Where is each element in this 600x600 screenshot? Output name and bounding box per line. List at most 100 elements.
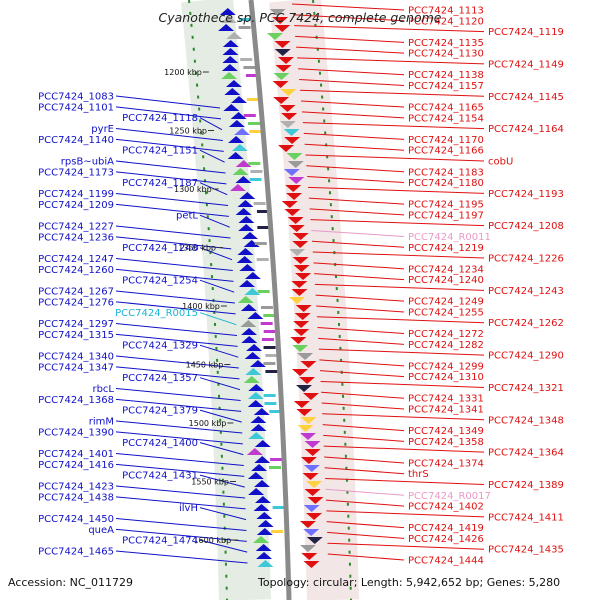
feature-block[interactable] — [263, 394, 276, 397]
reverse-gene-arrow[interactable] — [255, 544, 272, 551]
feature-block[interactable] — [238, 26, 251, 29]
forward-gene-arrow[interactable] — [284, 137, 301, 144]
reverse-gene-arrow[interactable] — [230, 96, 247, 103]
reverse-gene-arrow[interactable] — [246, 448, 263, 455]
reverse-gene-arrow[interactable] — [244, 352, 261, 359]
feature-block[interactable] — [270, 530, 283, 533]
forward-gene-arrow[interactable] — [303, 465, 320, 472]
gene-label-right[interactable]: PCC7424_1331 — [408, 394, 484, 405]
forward-gene-arrow[interactable] — [274, 25, 291, 32]
forward-gene-arrow[interactable] — [307, 497, 324, 504]
gene-label-left[interactable]: PCC7424_1329 — [122, 341, 198, 352]
forward-gene-arrow[interactable] — [288, 225, 305, 232]
forward-gene-arrow[interactable] — [293, 401, 310, 408]
forward-gene-arrow[interactable] — [301, 553, 318, 560]
forward-gene-arrow[interactable] — [275, 65, 292, 72]
gene-label-right[interactable]: PCC7424_1219 — [408, 243, 484, 254]
forward-gene-arrow[interactable] — [273, 97, 290, 104]
gene-label-right[interactable]: PCC7424_1348 — [488, 415, 564, 426]
gene-label-right[interactable]: cobU — [488, 156, 513, 167]
reverse-gene-arrow[interactable] — [254, 440, 271, 447]
reverse-gene-arrow[interactable] — [238, 280, 255, 287]
gene-label-right[interactable]: PCC7424_1234 — [408, 264, 484, 275]
reverse-gene-arrow[interactable] — [247, 312, 264, 319]
gene-label-left[interactable]: PCC7424_1083 — [38, 92, 114, 103]
gene-label-left[interactable]: PCC7424_1474 — [122, 536, 198, 547]
gene-label-left[interactable]: PCC7424_1267 — [38, 287, 114, 298]
reverse-gene-arrow[interactable] — [219, 8, 236, 15]
gene-label-left[interactable]: PCC7424_1247 — [38, 254, 114, 265]
gene-label-left[interactable]: PCC7424_1423 — [38, 482, 114, 493]
gene-label-left[interactable]: PCC7424_1276 — [38, 297, 114, 308]
reverse-gene-arrow[interactable] — [224, 88, 241, 95]
feature-block[interactable] — [263, 330, 276, 333]
forward-gene-arrow[interactable] — [274, 41, 291, 48]
gene-label-left[interactable]: PCC7424_1118 — [122, 113, 198, 124]
rna-label-right[interactable]: PCC7424_R0011 — [408, 232, 491, 243]
gene-label-right[interactable]: PCC7424_1164 — [488, 124, 564, 135]
gene-label-left[interactable]: PCC7424_1151 — [122, 146, 198, 157]
gene-label-left[interactable]: PCC7424_1357 — [122, 373, 198, 384]
reverse-gene-arrow[interactable] — [222, 40, 239, 47]
gene-label-right[interactable]: PCC7424_1321 — [488, 383, 564, 394]
gene-label-left[interactable]: PCC7424_1248 — [122, 243, 198, 254]
reverse-gene-arrow[interactable] — [235, 160, 252, 167]
reverse-gene-arrow[interactable] — [218, 24, 235, 31]
gene-label-right[interactable]: PCC7424_1165 — [408, 103, 484, 114]
gene-label-right[interactable]: PCC7424_1444 — [408, 556, 484, 567]
gene-label-right[interactable]: PCC7424_1119 — [488, 27, 564, 38]
feature-block[interactable] — [248, 162, 261, 165]
reverse-gene-arrow[interactable] — [220, 16, 237, 23]
feature-block[interactable] — [249, 130, 262, 133]
reverse-gene-arrow[interactable] — [246, 344, 263, 351]
reverse-gene-arrow[interactable] — [251, 464, 268, 471]
gene-label-left[interactable]: PCC7424_1254 — [122, 276, 198, 287]
forward-gene-arrow[interactable] — [288, 297, 305, 304]
reverse-gene-arrow[interactable] — [222, 48, 239, 55]
gene-label-right[interactable]: PCC7424_1358 — [408, 437, 484, 448]
forward-gene-arrow[interactable] — [274, 49, 291, 56]
feature-block[interactable] — [263, 314, 276, 317]
gene-label-right[interactable]: PCC7424_1435 — [488, 545, 564, 556]
forward-gene-arrow[interactable] — [285, 185, 302, 192]
gene-label-left[interactable]: PCC7424_1390 — [38, 427, 114, 438]
gene-label-left[interactable]: PCC7424_1465 — [38, 547, 114, 558]
reverse-gene-arrow[interactable] — [240, 320, 257, 327]
feature-block[interactable] — [245, 74, 258, 77]
reverse-gene-arrow[interactable] — [256, 552, 273, 559]
forward-gene-arrow[interactable] — [297, 425, 314, 432]
reverse-gene-arrow[interactable] — [250, 424, 267, 431]
forward-gene-arrow[interactable] — [287, 161, 304, 168]
gene-label-right[interactable]: PCC7424_1249 — [408, 297, 484, 308]
reverse-gene-arrow[interactable] — [248, 488, 265, 495]
gene-label-left[interactable]: ilvH — [179, 503, 198, 514]
gene-label-right[interactable]: PCC7424_1290 — [488, 351, 564, 362]
reverse-gene-arrow[interactable] — [247, 472, 264, 479]
reverse-gene-arrow[interactable] — [254, 456, 271, 463]
reverse-gene-arrow[interactable] — [237, 248, 254, 255]
gene-label-left[interactable]: PCC7424_1199 — [38, 189, 114, 200]
gene-label-left[interactable]: pyrE — [91, 124, 114, 135]
reverse-gene-arrow[interactable] — [226, 32, 243, 39]
reverse-gene-arrow[interactable] — [254, 496, 271, 503]
reverse-gene-arrow[interactable] — [230, 112, 247, 119]
gene-label-left[interactable]: PCC7424_1450 — [38, 514, 114, 525]
forward-gene-arrow[interactable] — [292, 241, 309, 248]
reverse-gene-arrow[interactable] — [222, 56, 239, 63]
feature-block[interactable] — [269, 466, 282, 469]
feature-block[interactable] — [256, 258, 269, 261]
reverse-gene-arrow[interactable] — [250, 416, 267, 423]
reverse-gene-arrow[interactable] — [240, 304, 257, 311]
gene-label-right[interactable]: PCC7424_1240 — [408, 275, 484, 286]
gene-label-right[interactable]: PCC7424_1426 — [408, 534, 484, 545]
forward-gene-arrow[interactable] — [283, 169, 300, 176]
gene-label-left[interactable]: PCC7424_1140 — [38, 135, 114, 146]
rna-label-right[interactable]: PCC7424_R0017 — [408, 491, 491, 502]
reverse-gene-arrow[interactable] — [244, 288, 261, 295]
feature-block[interactable] — [263, 346, 276, 349]
forward-gene-arrow[interactable] — [290, 337, 307, 344]
reverse-gene-arrow[interactable] — [249, 360, 266, 367]
gene-label-right[interactable]: PCC7424_1183 — [408, 167, 484, 178]
gene-label-left[interactable]: rimM — [89, 417, 114, 428]
